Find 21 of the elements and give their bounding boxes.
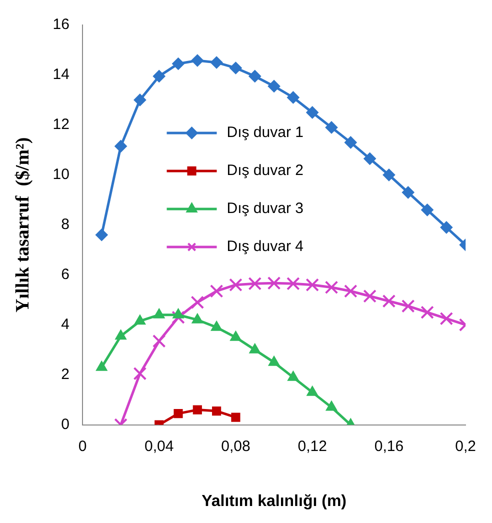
legend-label: Dış duvar 4 [226,238,304,256]
legend-label: Dış duvar 3 [226,200,304,218]
legend-label: Dış duvar 1 [226,124,304,142]
y-tick-label: 4 [61,316,70,333]
y-tick-label: 8 [61,216,70,234]
y-tick-label: 14 [52,66,70,84]
x-tick-label: 0,04 [144,438,174,455]
y-axis-title: Yıllık tasarruf ($/m²) [12,137,34,312]
x-tick-label: 0,12 [298,438,327,455]
x-axis-title: Yalıtım kalınlığı (m) [202,492,346,510]
y-tick-label: 12 [52,116,70,134]
x-tick-label: 0,08 [221,438,250,455]
y-tick-label: 16 [52,16,70,34]
y-tick-label: 2 [61,366,70,383]
y-tick-label: 10 [52,166,70,184]
x-tick-label: 0 [78,438,87,455]
y-tick-label: 6 [61,266,70,284]
x-tick-label: 0,2 [455,438,476,455]
x-tick-label: 0,16 [374,438,404,455]
legend-label: Dış duvar 2 [226,162,304,180]
y-tick-label: 0 [61,416,70,433]
